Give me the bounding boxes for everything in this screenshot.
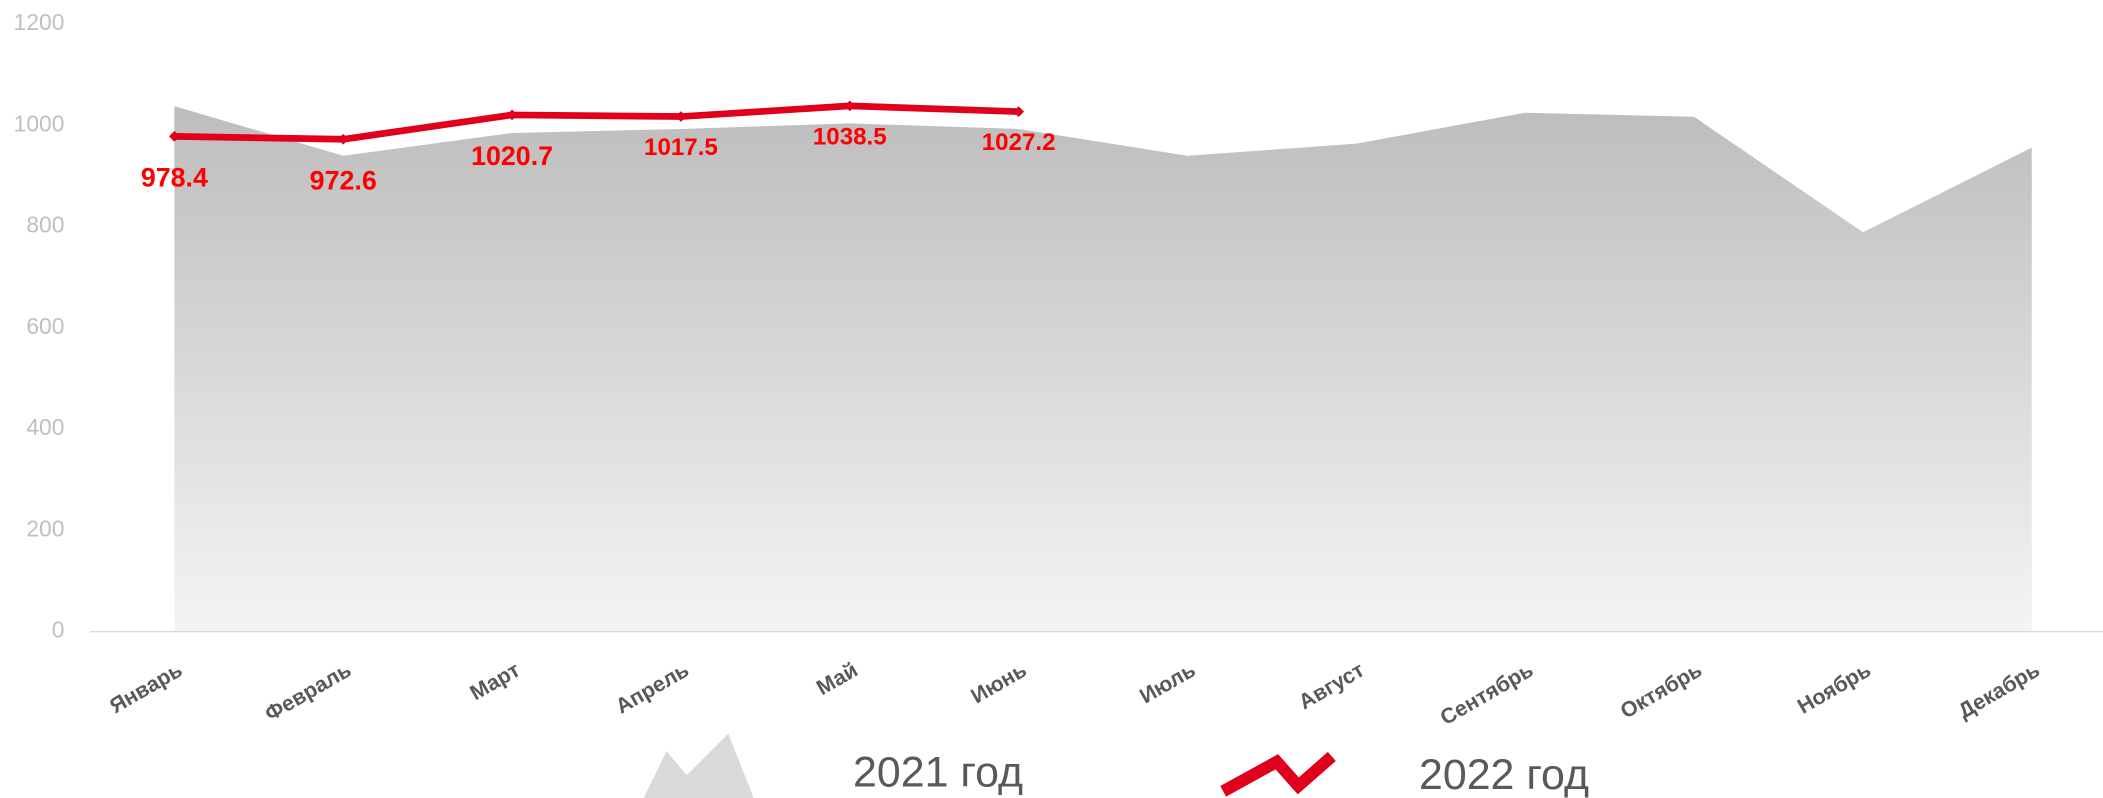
y-tick-label: 0 xyxy=(52,617,65,643)
data-label: 1020.7 xyxy=(471,141,553,171)
data-label: 1038.5 xyxy=(813,123,887,150)
y-tick-label: 400 xyxy=(26,414,64,440)
marker xyxy=(1013,106,1025,117)
y-tick-label: 600 xyxy=(26,313,64,339)
x-tick-label: Декабрь xyxy=(1954,658,2044,724)
marker xyxy=(844,100,856,112)
x-tick-label: Ноябрь xyxy=(1793,658,1875,719)
legend-label: 2021 год xyxy=(853,749,1023,797)
x-tick-label: Июнь xyxy=(967,658,1031,709)
data-label: 978.4 xyxy=(141,162,208,192)
area xyxy=(174,106,2032,632)
x-tick-label: Апрель xyxy=(611,658,692,719)
y-tick-label: 1200 xyxy=(14,9,65,35)
x-tick-label: Январь xyxy=(106,658,187,719)
data-label: 1017.5 xyxy=(644,134,718,161)
y-tick-label: 800 xyxy=(26,212,64,238)
data-label: 1027.2 xyxy=(982,129,1056,156)
x-tick-label: Март xyxy=(466,658,524,705)
legend-icon xyxy=(1220,751,1336,797)
line xyxy=(174,102,1019,143)
x-tick-label: Май xyxy=(812,658,861,700)
y-tick-label: 200 xyxy=(26,515,64,541)
marker xyxy=(337,133,349,145)
legend-icon xyxy=(643,733,754,798)
x-tick-label: Август xyxy=(1295,658,1369,714)
marker xyxy=(675,111,687,122)
legend-label: 2022 год xyxy=(1419,751,1589,798)
data-label: 972.6 xyxy=(310,165,377,195)
x-tick-label: Сентябрь xyxy=(1436,658,1537,730)
x-tick-label: Октябрь xyxy=(1616,658,1706,724)
x-tick-label: Февраль xyxy=(261,658,355,726)
x-tick-label: Июль xyxy=(1136,658,1200,709)
marker xyxy=(506,109,518,121)
y-tick-label: 1000 xyxy=(14,110,65,136)
